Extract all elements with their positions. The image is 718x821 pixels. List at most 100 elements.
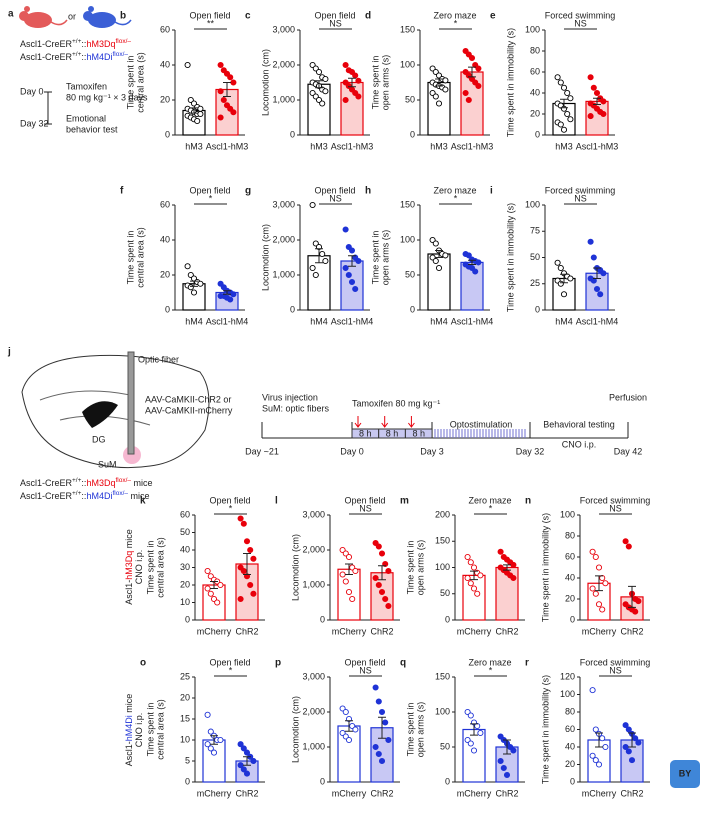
y-tick-label: 0 [290,129,295,139]
data-point [464,574,471,582]
data-point [467,559,474,566]
significance-label: * [229,503,233,513]
text-segment: hM3Dq [86,478,115,488]
data-point [184,263,191,270]
data-point [554,74,561,81]
behavior-label: CNO i.p. [562,439,597,449]
data-point [589,752,596,759]
error-bar [210,581,218,589]
error-bar [223,290,231,295]
y-axis-label: Locomotion (cm) [260,224,270,291]
data-point [378,757,386,765]
event-label: 80 mg kg⁻¹ × 3 days [66,92,148,102]
y-tick-label: 0 [185,776,190,786]
error-bar [503,739,511,755]
y-tick-label: 100 [435,562,450,572]
data-point [250,555,257,562]
data-point [240,745,247,752]
x-tick-label: Ascl1-hM3 [576,141,619,151]
data-point [342,226,349,233]
y-axis-label: open arms (s) [380,55,390,111]
error-bar [628,732,636,748]
tamoxifen-arrow [381,416,389,428]
data-point [442,86,449,93]
y-tick-label: 20 [180,579,190,589]
y-tick-label: 100 [560,689,575,699]
error-bar [190,107,198,114]
data-point [465,96,472,104]
data-point [339,571,346,578]
text-segment: +/+ [72,477,82,484]
data-point [595,564,603,571]
data-point [472,268,479,275]
panel-letter: b [120,11,126,22]
data-point [230,291,237,298]
virus-label: SuM: optic fibers [262,403,330,413]
data-point [467,580,474,587]
data-point [622,538,629,545]
error-bar [345,720,353,732]
data-point [442,252,449,259]
data-point [470,564,478,571]
data-point [564,89,571,97]
y-tick-label: 0 [570,776,575,786]
data-point [378,708,386,716]
x-tick-label: Ascl1-hM4 [331,316,374,326]
data-point [348,247,356,254]
data-point [560,291,568,298]
error-bar [243,756,251,766]
data-point [510,561,517,568]
panel-letter: h [365,186,371,197]
data-point [597,291,604,298]
dg-region [82,401,118,428]
day-label: Day ~21 [245,446,279,456]
data-point [197,105,204,112]
text-segment: Ascl1- [124,741,134,766]
data-point [345,588,353,596]
data-point [345,271,352,279]
data-point [210,749,218,756]
panel-letter: o [140,658,146,669]
significance-label: NS [359,503,372,513]
y-axis-label: Time spent in [405,703,415,757]
significance-label: NS [574,18,587,28]
mouse-icon [83,11,93,21]
significance-label: * [209,193,213,203]
block-label: 8 h [412,428,425,438]
error-bar [345,563,353,575]
data-point [510,747,517,754]
y-tick-label: 100 [525,24,540,34]
y-axis-label: Time spent in [125,56,135,110]
data-point [315,68,323,76]
data-point [247,581,254,589]
text-segment: hM4Di [124,715,134,741]
x-tick-label: mCherry [582,788,617,798]
panel-letter: e [490,11,496,22]
data-point [435,100,443,107]
data-point [372,574,379,582]
significance-label: * [229,665,233,675]
data-point [592,590,599,597]
y-tick-label: 150 [400,199,415,209]
data-point [560,126,568,133]
y-tick-label: 80 [565,706,575,716]
data-point [237,741,244,748]
significance-label: * [454,193,458,203]
y-tick-label: 0 [410,129,415,139]
y-tick-label: 25 [530,278,540,288]
data-point [190,289,198,296]
error-bar [315,80,323,89]
y-axis-label: central area (s) [135,52,145,113]
text-segment: flox/– [112,51,128,58]
data-point [378,588,386,596]
y-tick-label: 30 [180,562,190,572]
y-tick-label: 0 [290,304,295,314]
brain-outline [21,354,210,469]
day-label: Day 0 [20,86,44,96]
text-segment: mice [128,491,150,501]
y-tick-label: 20 [160,94,170,104]
y-tick-label: 40 [160,234,170,244]
chart-title: Zero maze [433,185,476,195]
y-tick-label: 40 [565,741,575,751]
mouse-icon [50,19,68,26]
